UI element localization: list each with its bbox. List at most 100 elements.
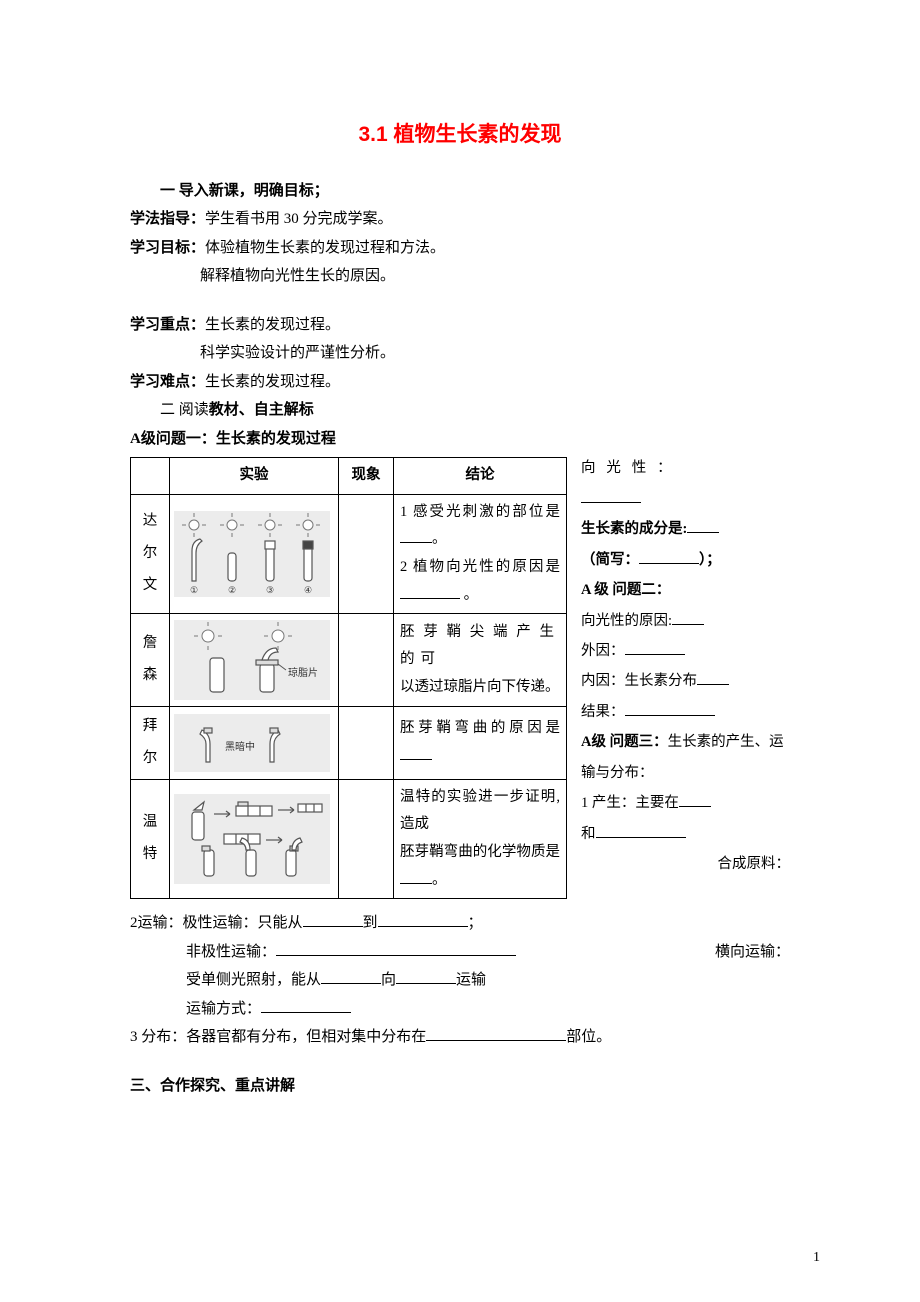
side-blank-line-1 xyxy=(581,484,790,514)
concl-cell-baier: 胚芽鞘弯曲的原因是 xyxy=(394,707,567,780)
table-row: 达尔文 xyxy=(131,494,567,613)
q2-3a: 受单侧光照射，能从 xyxy=(186,972,321,988)
svg-text:④: ④ xyxy=(304,585,312,595)
a3-and-line: 和 xyxy=(581,819,790,849)
page: 3.1 植物生长素的发现 一 导入新课，明确目标； 学法指导：学生看书用 30 … xyxy=(0,0,920,1302)
svg-text:①: ① xyxy=(190,585,198,595)
svg-text:②: ② xyxy=(228,585,236,595)
q2-line-4: 运输方式： xyxy=(130,995,790,1024)
exp-cell-baier: 黑暗中 xyxy=(170,707,339,780)
table-row: 拜尔 黑暗中 xyxy=(131,707,567,780)
a2-t3: 内因：生长素分布 xyxy=(581,673,697,689)
side-l1b: 光 xyxy=(606,460,621,476)
concl-cell-went: 温特的实验进一步证明, 造成胚芽鞘弯曲的化学物质是。 xyxy=(394,779,567,898)
table-row: 詹森 xyxy=(131,614,567,707)
page-number: 1 xyxy=(813,1245,820,1272)
a2-external-line: 外因： xyxy=(581,636,790,666)
dark-label: 黑暗中 xyxy=(225,740,255,753)
section-3-head: 三、合作探究、重点讲解 xyxy=(130,1072,790,1101)
a-question-1-head: A级问题一：生长素的发现过程 xyxy=(130,425,790,454)
phen-cell-baier xyxy=(339,707,394,780)
study-difficulty-text: 生长素的发现过程。 xyxy=(205,374,340,390)
a-question-2-head: A 级 问题二： xyxy=(581,575,790,605)
a2-internal-line: 内因：生长素分布 xyxy=(581,666,790,696)
exp-cell-went xyxy=(170,779,339,898)
a2-cause-line: 向光性的原因: xyxy=(581,606,790,636)
table-row: 温特 xyxy=(131,779,567,898)
baier-diagram-icon: 黑暗中 xyxy=(174,714,330,772)
study-goal-line-1: 学习目标：体验植物生长素的发现过程和方法。 xyxy=(130,234,790,263)
q2-4: 运输方式： xyxy=(186,1001,261,1017)
spacer-3 xyxy=(130,1052,790,1072)
study-goal-text-1: 体验植物生长素的发现过程和方法。 xyxy=(205,240,445,256)
side-l3a: （简写： xyxy=(581,552,639,568)
q2-3c: 运输 xyxy=(456,972,486,988)
spacer-2 xyxy=(130,899,790,909)
experiment-table: 实验 现象 结论 达尔文 xyxy=(130,457,567,899)
q2-1c: ； xyxy=(468,915,483,931)
a-question-3-line: A级 问题三：生长素的产生、运输与分布： xyxy=(581,727,790,788)
exp-cell-jensen: 琼脂片 xyxy=(170,614,339,707)
a3-material-line: 合成原料： xyxy=(581,849,790,879)
a3-produce-line: 1 产生：主要在 xyxy=(581,788,790,818)
table-header-row: 实验 现象 结论 xyxy=(131,458,567,495)
q2-3b: 向 xyxy=(381,972,396,988)
side-composition-label: 生长素的成分是: xyxy=(581,514,790,544)
a2-result-line: 结果： xyxy=(581,697,790,727)
study-method-text: 学生看书用 30 分完成学案。 xyxy=(205,211,393,227)
th-experiment: 实验 xyxy=(170,458,339,495)
doc-title: 3.1 植物生长素的发现 xyxy=(130,115,790,155)
section-2-prefix: 二 阅读 xyxy=(160,402,209,418)
phen-cell-went xyxy=(339,779,394,898)
side-l1c: 性 xyxy=(632,460,647,476)
q2-2-left: 非极性运输： xyxy=(186,938,516,967)
study-method-label: 学法指导： xyxy=(130,211,205,227)
table-and-side-row: 实验 现象 结论 达尔文 xyxy=(130,453,790,899)
a3-t2: 1 产生：主要在 xyxy=(581,795,679,811)
side-l1a: 向 xyxy=(581,460,596,476)
spacer xyxy=(130,291,790,311)
row-name-went: 温特 xyxy=(131,779,170,898)
a2-t2: 外因： xyxy=(581,643,625,659)
q3-line: 3 分布：各器官都有分布，但相对集中分布在 部位。 xyxy=(130,1023,790,1052)
row-name-jensen: 詹森 xyxy=(131,614,170,707)
darwin-diagram-icon: ① ② ③ ④ xyxy=(174,511,330,597)
side-shortname-line: （简写： ）； xyxy=(581,545,790,575)
th-phenomenon: 现象 xyxy=(339,458,394,495)
q3a: 3 分布：各器官都有分布，但相对集中分布在 xyxy=(130,1029,426,1045)
q2-1a: 2运输：极性运输：只能从 xyxy=(130,915,303,931)
agar-label: 琼脂片 xyxy=(288,666,318,679)
side-l3b: ）； xyxy=(699,552,721,568)
section-2-head: 二 阅读教材、自主解标 xyxy=(130,396,790,425)
a2-t4: 结果： xyxy=(581,704,625,720)
section-2-bold: 教材、自主解标 xyxy=(209,402,314,418)
study-focus-text-2: 科学实验设计的严谨性分析。 xyxy=(130,339,790,368)
exp-cell-darwin: ① ② ③ ④ xyxy=(170,494,339,613)
side-column: 向 光 性 ： 生长素的成分是: （简写： ）； A 级 问题二： 向光性的原因:… xyxy=(567,453,790,879)
row-name-darwin: 达尔文 xyxy=(131,494,170,613)
side-line-phototropism: 向 光 性 ： xyxy=(581,453,790,483)
row-name-baier: 拜尔 xyxy=(131,707,170,780)
phen-cell-jensen xyxy=(339,614,394,707)
section-1-head: 一 导入新课，明确目标； xyxy=(130,177,790,206)
study-focus-label: 学习重点： xyxy=(130,317,205,333)
q2-2-right: 横向运输： xyxy=(715,938,790,967)
study-goal-text-2: 解释植物向光性生长的原因。 xyxy=(130,262,790,291)
q2-line-2: 非极性运输： 横向运输： xyxy=(130,938,790,967)
experiment-table-wrap: 实验 现象 结论 达尔文 xyxy=(130,453,567,899)
q3b: 部位。 xyxy=(566,1029,611,1045)
q2-1b: 到 xyxy=(363,915,378,931)
side-l1d: ： xyxy=(657,460,672,476)
study-difficulty-line: 学习难点：生长素的发现过程。 xyxy=(130,368,790,397)
phen-cell-darwin xyxy=(339,494,394,613)
svg-text:③: ③ xyxy=(266,585,274,595)
a2-t1: 向光性的原因: xyxy=(581,613,672,629)
concl-cell-jensen: 胚芽鞘尖端产生的可以透过琼脂片向下传递。 xyxy=(394,614,567,707)
side-l2: 生长素的成分是: xyxy=(581,521,687,537)
q2-line-3: 受单侧光照射，能从 向 运输 xyxy=(130,966,790,995)
study-difficulty-label: 学习难点： xyxy=(130,374,205,390)
study-focus-text-1: 生长素的发现过程。 xyxy=(205,317,340,333)
study-goal-label: 学习目标： xyxy=(130,240,205,256)
q2-2: 非极性运输： xyxy=(186,944,276,960)
a3-head: A级 问题三： xyxy=(581,734,668,750)
